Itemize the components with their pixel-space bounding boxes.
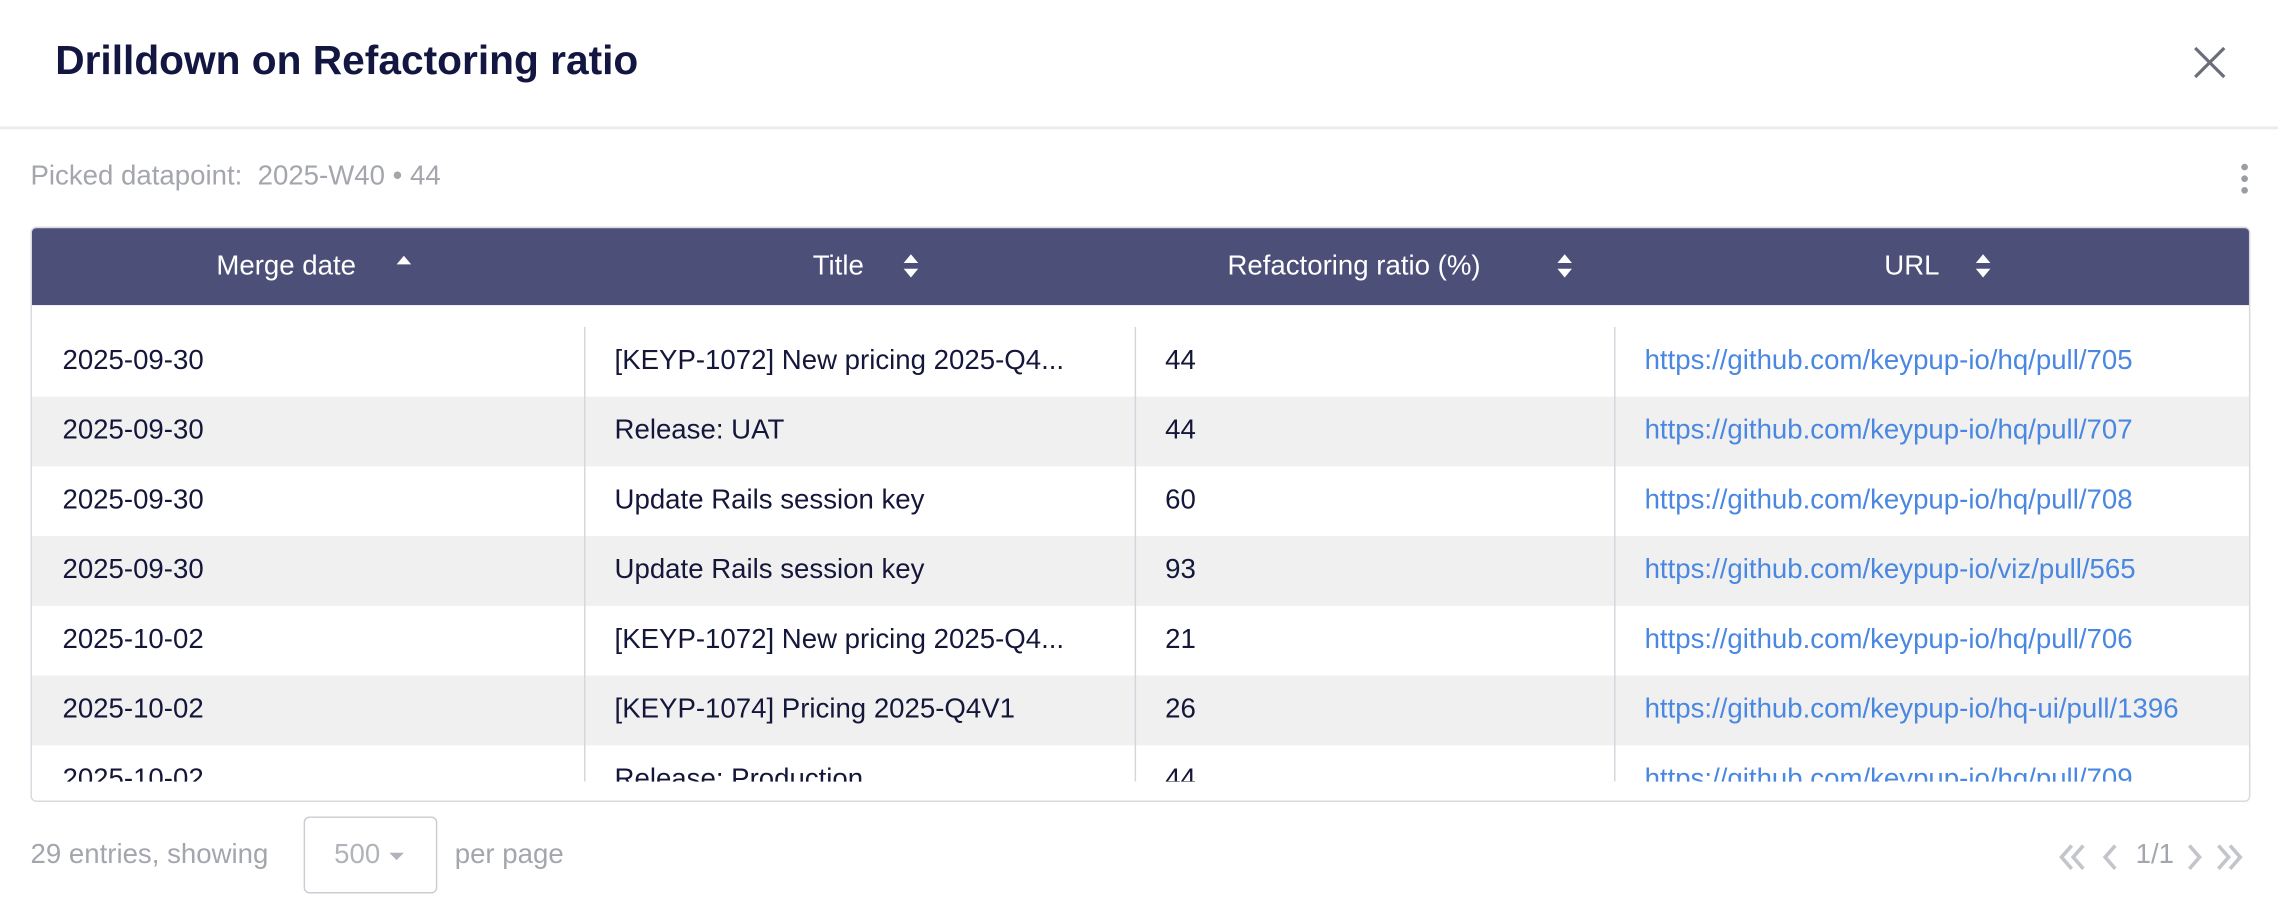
table-header: Merge date Title Refactoring ratio (%) URL (31, 228, 2249, 306)
column-header[interactable]: Title (812, 251, 864, 282)
cell-text: 2025-09-30 (62, 415, 204, 447)
table-row: 2025-09-30 Update Rails session key 93 http… (31, 536, 2249, 606)
table-row: 2025-09-30 [KEYP-1072] New pricing 2025-Q… (32, 327, 2249, 397)
page-indicator: 1/1 (2135, 839, 2175, 871)
table-cell: 21 (1165, 606, 1601, 676)
table-row: 2025-09-30 Update Rails session key 60 http… (32, 466, 2249, 536)
table-row: 2025-09-30 Release: UAT 44 https://github.c… (31, 396, 2249, 467)
column-divider (1614, 326, 1616, 782)
table-cell: Release: Production (615, 745, 1122, 781)
column-header[interactable]: Refactoring ratio (%) (1227, 251, 1481, 282)
table-cell: 2025-10-02 (62, 676, 570, 746)
cell-text: Release: Production (614, 764, 864, 782)
table-cell: Update Rails session key (615, 466, 1122, 536)
first-prev-buttons[interactable] (2057, 843, 2133, 872)
cell-text: [KEYP-1074] Pricing 2025-Q4V1 (614, 694, 1016, 725)
table-cell: 2025-09-30 (62, 397, 570, 467)
cell-text: 2025-10-02 (62, 764, 204, 782)
close-button[interactable] (2191, 44, 2229, 82)
url-link[interactable]: https://github.com/keypup-io/hq/pull/709 (1644, 764, 2133, 782)
cell-text: 93 (1165, 554, 1196, 586)
url-link[interactable]: https://github.com/keypup-io/hq/pull/706 (1644, 624, 2133, 656)
divider (0, 126, 2278, 130)
table-cell: 44 (1165, 745, 1601, 781)
picked-label: Picked datapoint: (30, 161, 243, 192)
table-cell: 2025-09-30 (62, 536, 570, 606)
cell-text: 44 (1165, 345, 1196, 377)
dropdown-icon (388, 852, 404, 861)
sort-icon[interactable] (1974, 253, 1991, 279)
page-size: 500 (334, 839, 381, 871)
table-cell: 2025-09-30 (62, 327, 570, 397)
table-body: 2025-09-30 [KEYP-1072] New pricing 2025-Q… (31, 326, 2249, 782)
cell-text: 44 (1165, 764, 1196, 782)
cell-text: 60 (1165, 485, 1196, 516)
sort-icon[interactable] (902, 253, 919, 279)
cell-text: 2025-10-02 (62, 624, 204, 656)
modal-title: Drilldown on Refactoring ratio (55, 37, 639, 83)
cell-text: Update Rails session key (614, 485, 925, 516)
sort-icon[interactable] (395, 253, 412, 279)
table-cell: 44 (1165, 397, 1601, 467)
table-cell: 2025-10-02 (62, 745, 570, 781)
url-link[interactable]: https://github.com/keypup-io/hq/pull/705 (1644, 345, 2133, 377)
table: Merge date Title Refactoring ratio (%) URL … (30, 226, 2251, 802)
next-last-buttons[interactable] (2182, 843, 2252, 872)
table-cell: https://github.com/keypup-io/hq-ui/pull/… (1645, 676, 2239, 746)
cell-text: 2025-10-02 (62, 694, 204, 725)
table-cell: Update Rails session key (615, 536, 1122, 606)
table-cell: https://github.com/keypup-io/hq/pull/705 (1645, 327, 2239, 397)
cell-text: Release: UAT (614, 415, 785, 447)
table-cell: 2025-09-30 (62, 466, 570, 536)
picked-datapoint: Picked datapoint: 2025-W40 • 44 (31, 161, 441, 193)
table-cell: Release: UAT (615, 397, 1122, 467)
table-cell: [KEYP-1074] Pricing 2025-Q4V1 (615, 676, 1122, 746)
table-cell: https://github.com/keypup-io/hq/pull/709 (1645, 745, 2239, 781)
table-cell: 44 (1165, 327, 1601, 397)
table-cell: [KEYP-1072] New pricing 2025-Q4... (615, 327, 1122, 397)
picked-value: 2025-W40 • 44 (257, 161, 441, 192)
table-cell: https://github.com/keypup-io/viz/pull/56… (1645, 536, 2239, 606)
per-page: per page (454, 839, 564, 871)
table-row: 2025-10-02 Release: Production 44 https://g… (32, 745, 2249, 781)
table-cell: [KEYP-1072] New pricing 2025-Q4... (615, 606, 1122, 676)
table-cell: 60 (1165, 466, 1601, 536)
table-row: 2025-10-02 [KEYP-1072] New pricing 2025-Q… (32, 606, 2249, 676)
table-cell: https://github.com/keypup-io/hq/pull/706 (1645, 606, 2239, 676)
table-cell: 93 (1165, 536, 1601, 606)
table-cell: https://github.com/keypup-io/hq/pull/707 (1645, 397, 2239, 467)
url-link[interactable]: https://github.com/keypup-io/viz/pull/56… (1644, 554, 2136, 586)
url-link[interactable]: https://github.com/keypup-io/hq-ui/pull/… (1644, 694, 2179, 725)
table-cell: 26 (1165, 676, 1601, 746)
menu-button[interactable] (2239, 163, 2251, 195)
sort-icon[interactable] (1556, 253, 1573, 279)
cell-text: 2025-09-30 (62, 345, 204, 377)
cell-text: 44 (1165, 415, 1196, 447)
cell-text: 2025-09-30 (62, 554, 204, 586)
column-divider (584, 326, 586, 782)
cell-text: 26 (1165, 694, 1196, 725)
page-size-select[interactable]: 500 (303, 816, 438, 894)
table-cell: 2025-10-02 (62, 606, 570, 676)
cell-text: 21 (1165, 624, 1196, 656)
url-link[interactable]: https://github.com/keypup-io/hq/pull/707 (1644, 415, 2133, 447)
cell-text: [KEYP-1072] New pricing 2025-Q4... (614, 624, 1065, 656)
column-divider (1134, 326, 1137, 782)
url-link[interactable]: https://github.com/keypup-io/hq/pull/708 (1644, 485, 2133, 516)
column-header[interactable]: URL (1884, 251, 1940, 282)
table-row: 2025-10-02 [KEYP-1074] Pricing 2025-Q4V1 2… (31, 675, 2249, 746)
cell-text: 2025-09-30 (62, 485, 204, 516)
table-cell: https://github.com/keypup-io/hq/pull/708 (1645, 466, 2239, 536)
column-header[interactable]: Merge date (216, 251, 357, 282)
cell-text: Update Rails session key (614, 554, 925, 586)
cell-text: [KEYP-1072] New pricing 2025-Q4... (614, 345, 1065, 377)
entries-count: 29 entries, showing (30, 839, 269, 871)
